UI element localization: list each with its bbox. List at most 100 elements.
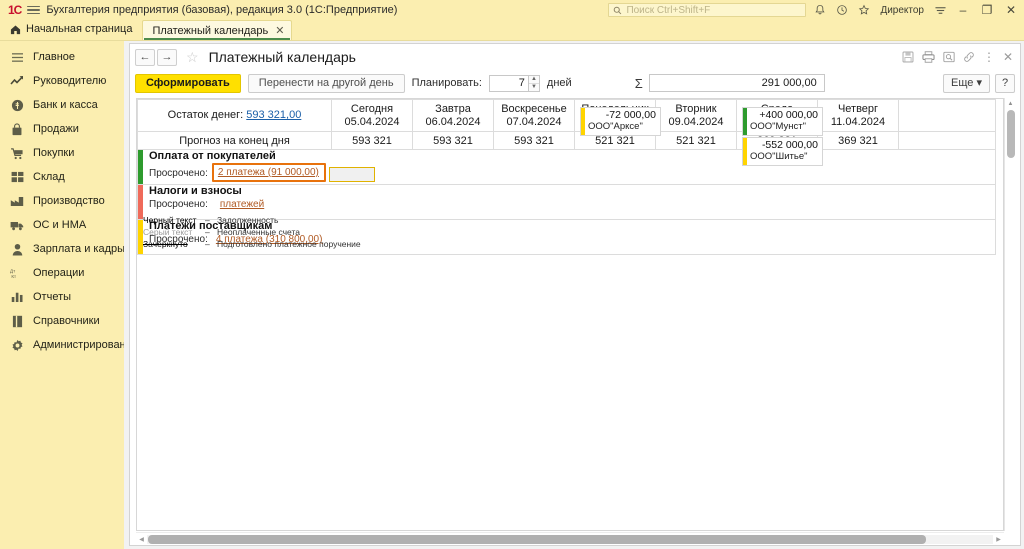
scroll-up-arrow[interactable]: ▲ — [1007, 100, 1014, 107]
svg-text:Кт: Кт — [11, 274, 16, 279]
sidebar-item-rukovoditelyu[interactable]: Руководителю — [0, 69, 124, 93]
forecast-value-0: 593 321 — [331, 131, 413, 150]
horizontal-scroll-track[interactable] — [147, 534, 993, 544]
preview-icon[interactable] — [943, 51, 955, 63]
payment-card-2[interactable]: -552 000,00 ООО"Шитье" — [742, 137, 823, 166]
more-button[interactable]: Еще ▾ — [943, 73, 990, 93]
day-header-4[interactable]: Вторник 09.04.2024 — [655, 99, 737, 132]
hamburger-icon[interactable] — [27, 5, 41, 15]
sidebar-label: Администрирование — [33, 339, 138, 351]
group-block-suppliers: Платежи поставщикам Просрочено: 4 платеж… — [138, 220, 995, 254]
legend-key: Серый текст — [143, 227, 193, 237]
legend-dash: – — [205, 215, 210, 225]
payment-card-0[interactable]: -72 000,00 ООО"Арксе" — [580, 107, 661, 136]
group-title: Платежи поставщикам — [149, 220, 273, 232]
menu-icon — [10, 50, 24, 64]
legend: Черный текст – Задолженность Серый текст… — [143, 215, 361, 251]
day-weekday: Завтра — [435, 102, 471, 115]
group-overdue-link[interactable]: 4 платежа (310 800,00) — [215, 234, 323, 245]
horizontal-scrollbar[interactable]: ◀ ▶ — [136, 532, 1004, 545]
tab-bar: Начальная страница Платежный календарь ✕ — [0, 20, 1024, 41]
star-outline-icon[interactable]: ☆ — [186, 48, 199, 65]
sidebar-label: Производство — [33, 195, 105, 207]
print-icon[interactable] — [922, 51, 935, 63]
tab-home[interactable]: Начальная страница — [6, 21, 142, 40]
move-to-another-day-button[interactable]: Перенести на другой день — [247, 73, 405, 93]
sidebar-item-glavnoe[interactable]: Главное — [0, 45, 124, 69]
group-row-customers: Оплата от покупателей Просрочено: 2 плат… — [137, 149, 996, 185]
vertical-scroll-thumb[interactable] — [1007, 110, 1015, 158]
forecast-value-2: 593 321 — [493, 131, 575, 150]
forecast-value-1: 593 321 — [412, 131, 494, 150]
selected-cell[interactable]: 2 платежа (91 000,00) — [211, 163, 326, 182]
user-label[interactable]: Директор — [880, 4, 924, 16]
link-icon[interactable] — [963, 51, 975, 63]
selected-cell-extension[interactable] — [328, 167, 375, 182]
sidebar-item-spravochniki[interactable]: Справочники — [0, 309, 124, 333]
window-restore-button[interactable]: ❐ — [981, 3, 993, 17]
sidebar-item-os-nma[interactable]: ОС и НМА — [0, 213, 124, 237]
day-date: 07.04.2024 — [506, 115, 562, 128]
sidebar-item-bank-kassa[interactable]: Банк и касса — [0, 93, 124, 117]
sidebar-item-pokupki[interactable]: Покупки — [0, 141, 124, 165]
sidebar-item-zarplata-kadry[interactable]: Зарплата и кадры — [0, 237, 125, 261]
money-rest-value-link[interactable]: 593 321,00 — [246, 109, 302, 121]
payment-counterparty: ООО"Шитье" — [750, 151, 808, 162]
sidebar-item-otchety[interactable]: Отчеты — [0, 285, 124, 309]
back-button[interactable]: ← — [135, 48, 155, 66]
sidebar-item-prodazhi[interactable]: Продажи — [0, 117, 124, 141]
generate-button[interactable]: Сформировать — [135, 73, 241, 93]
group-overdue-row: Просрочено: платежей — [138, 199, 995, 210]
tab-payment-calendar[interactable]: Платежный календарь ✕ — [142, 20, 293, 40]
forward-button[interactable]: → — [157, 48, 177, 66]
legend-row-unpaid: Серый текст – Неоплаченные счета — [143, 227, 361, 237]
group-overdue-label: Просрочено: — [149, 168, 208, 179]
star-icon[interactable] — [856, 2, 872, 18]
sigma-icon: Σ — [634, 75, 643, 91]
sidebar-item-sklad[interactable]: Склад — [0, 165, 124, 189]
save-icon[interactable] — [902, 51, 914, 63]
plan-days-stepper[interactable]: 7 ▲ ▼ — [488, 74, 540, 92]
scroll-right-arrow[interactable]: ▶ — [996, 536, 1001, 543]
tab-close-icon[interactable]: ✕ — [275, 25, 285, 37]
group-title: Оплата от покупателей — [149, 150, 276, 162]
sum-field[interactable]: 291 000,00 — [648, 74, 825, 92]
payment-counterparty: ООО"Арксе" — [588, 121, 643, 132]
day-header-6[interactable]: Четверг 11.04.2024 — [817, 99, 899, 132]
command-bar-right: Еще ▾ ? — [943, 73, 1015, 93]
group-color-bar — [138, 220, 143, 254]
grid-icon — [10, 170, 24, 184]
horizontal-scroll-thumb[interactable] — [148, 534, 927, 544]
bell-icon[interactable] — [812, 2, 828, 18]
group-overdue-link[interactable]: 2 платежа (91 000,00) — [217, 167, 319, 178]
vertical-scrollbar[interactable]: ▲ — [1004, 98, 1016, 531]
window-close-button[interactable]: ✕ — [1005, 3, 1017, 17]
sidebar-item-administrirovanie[interactable]: Администрирование — [0, 333, 138, 357]
sidebar-item-proizvodstvo[interactable]: Производство — [0, 189, 124, 213]
help-button[interactable]: ? — [995, 73, 1015, 93]
plan-days-input[interactable]: 7 — [488, 74, 529, 92]
title-bar: 1C Бухгалтерия предприятия (базовая), ре… — [0, 0, 1024, 20]
options-icon[interactable] — [932, 2, 948, 18]
history-icon[interactable] — [834, 2, 850, 18]
bag-icon — [10, 122, 24, 136]
window-minimize-button[interactable]: – — [959, 3, 967, 17]
payment-card-1[interactable]: +400 000,00 ООО"Мунст" — [742, 107, 823, 136]
more-icon[interactable]: ⋮ — [982, 50, 995, 64]
group-overdue-row: Просрочено: 2 платежа (91 000,00) — [138, 163, 995, 183]
sum-group: Σ 291 000,00 — [635, 74, 825, 92]
day-header-1[interactable]: Завтра 06.04.2024 — [412, 99, 494, 132]
sidebar-label: Руководителю — [33, 75, 107, 87]
sidebar-item-operacii[interactable]: Дт Кт Операции — [0, 261, 124, 285]
group-overdue-link[interactable]: платежей — [219, 199, 265, 210]
day-header-2[interactable]: Воскресенье 07.04.2024 — [493, 99, 575, 132]
plan-days-spinner[interactable]: ▲ ▼ — [528, 74, 540, 92]
close-icon[interactable]: ✕ — [1002, 50, 1013, 64]
group-overdue-label: Просрочено: — [149, 234, 208, 245]
svg-text:Дт: Дт — [10, 269, 15, 274]
payment-amount: +400 000,00 — [759, 109, 818, 121]
day-header-0[interactable]: Сегодня 05.04.2024 — [331, 99, 413, 132]
scroll-left-arrow[interactable]: ◀ — [139, 536, 144, 543]
search-input[interactable]: Поиск Ctrl+Shift+F — [608, 3, 807, 17]
